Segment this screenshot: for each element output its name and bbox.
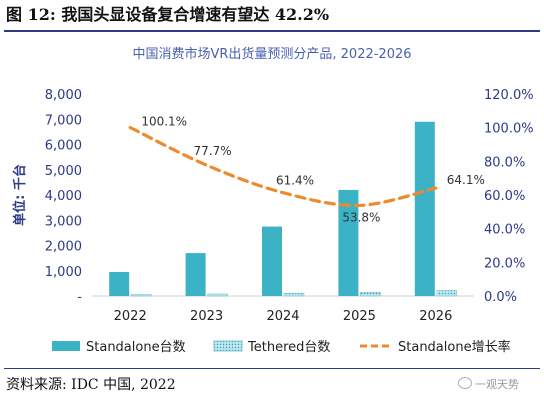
legend-tethered-label: Tethered台数 (247, 340, 330, 355)
y-tick-label: - (77, 290, 82, 305)
growth-data-label: 77.7% (194, 144, 232, 158)
y2-axis-ticks: 0.0% 20.0% 40.0% 60.0% 80.0% 100.0% 120.0% (484, 88, 534, 305)
title-rule (4, 30, 540, 32)
y2-tick-label: 40.0% (484, 223, 525, 238)
wechat-icon (458, 377, 472, 389)
legend-tethered-swatch (213, 340, 243, 352)
standalone-bar (338, 189, 359, 296)
y-tick-label: 5,000 (45, 164, 82, 179)
y-tick-label: 8,000 (45, 88, 82, 103)
watermark: 一观天势 (458, 374, 519, 396)
y-axis-ticks: - 1,000 2,000 3,000 4,000 5,000 6,000 7,000 8,00… (45, 88, 83, 305)
standalone-bar (109, 272, 130, 296)
chart-title: 中国消费市场VR出货量预测分产品, 2022-2026 (132, 46, 411, 62)
y-axis-label: 单位: 千台 (12, 164, 28, 226)
tethered-bar (207, 293, 228, 297)
growth-data-label: 53.8% (342, 210, 380, 224)
bar-group (109, 121, 458, 297)
legend: Standalone台数 Tethered台数 Standalone增长率 (52, 339, 511, 355)
standalone-bar (262, 226, 282, 296)
y-tick-label: 3,000 (45, 214, 82, 229)
tethered-bar (283, 292, 305, 297)
standalone-bar (185, 253, 206, 296)
legend-standalone-label: Standalone台数 (86, 340, 186, 355)
y2-tick-label: 100.0% (484, 122, 534, 137)
y-tick-label: 2,000 (45, 240, 82, 255)
x-tick-label: 2025 (343, 309, 376, 324)
y-tick-label: 1,000 (45, 265, 82, 280)
y-tick-label: 4,000 (45, 189, 82, 204)
growth-data-label: 64.1% (447, 173, 485, 187)
growth-line-group: 100.1% 77.7% 61.4% 53.8% 64.1% (128, 114, 485, 224)
standalone-bar (414, 121, 435, 297)
legend-growth-label: Standalone增长率 (398, 339, 511, 355)
x-axis-ticks: 2022 2023 2024 2025 2026 (114, 309, 453, 324)
vr-shipment-chart: 中国消费市场VR出货量预测分产品, 2022-2026 单位: 千台 - 1,00… (12, 46, 534, 355)
source-note: 资料来源: IDC 中国, 2022 (6, 377, 176, 393)
x-tick-label: 2026 (419, 309, 452, 324)
legend-standalone-swatch (52, 341, 80, 351)
watermark-text: 一观天势 (475, 378, 519, 391)
y2-tick-label: 120.0% (484, 88, 534, 103)
tethered-bar (436, 290, 458, 297)
tethered-bar (360, 291, 381, 297)
x-tick-label: 2023 (190, 309, 223, 324)
figure-title: 图 12: 我国头显设备复合增速有望达 42.2% (6, 5, 330, 24)
y2-tick-label: 80.0% (484, 155, 525, 170)
y-tick-label: 7,000 (45, 113, 82, 128)
x-tick-label: 2024 (266, 309, 299, 324)
y2-tick-label: 60.0% (484, 189, 525, 204)
growth-data-label: 61.4% (276, 174, 314, 188)
growth-data-label: 100.1% (141, 114, 187, 128)
growth-rate-line (128, 125, 438, 208)
y2-tick-label: 0.0% (484, 290, 517, 305)
y2-tick-label: 20.0% (484, 256, 525, 271)
x-tick-label: 2022 (114, 309, 147, 324)
tethered-bar (130, 294, 152, 297)
footer-rule (4, 368, 540, 369)
y-tick-label: 6,000 (45, 139, 82, 154)
